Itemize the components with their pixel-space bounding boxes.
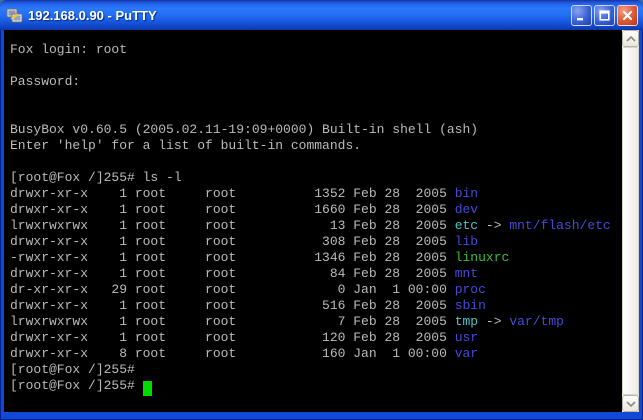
terminal-line: drwxr-xr-x 1 root root 1660 Feb 28 2005 … (10, 202, 622, 218)
terminal-line: -rwxr-xr-x 1 root root 1346 Feb 28 2005 … (10, 250, 622, 266)
terminal-text: drwxr-xr-x 1 root root 516 Feb 28 2005 (10, 298, 455, 313)
terminal-text: lib (454, 234, 479, 249)
terminal-text: [root@Fox /]255# (10, 362, 135, 377)
terminal-text: -> (478, 218, 510, 233)
terminal-text: etc (454, 218, 479, 233)
terminal-text: [root@Fox /]255# ls -l (10, 170, 182, 185)
maximize-button[interactable] (594, 4, 615, 26)
scroll-up-button[interactable] (622, 30, 639, 47)
terminal-line: dr-xr-xr-x 29 root root 0 Jan 1 00:00 pr… (10, 282, 622, 298)
window-title: 192.168.0.90 - PuTTY (28, 7, 157, 23)
close-button[interactable] (617, 4, 638, 26)
terminal-line: BusyBox v0.60.5 (2005.02.11-19:09+0000) … (10, 122, 622, 138)
terminal-text: -> (478, 314, 510, 329)
terminal-text: drwxr-xr-x 1 root root 120 Feb 28 2005 (10, 330, 455, 345)
terminal-line: drwxr-xr-x 1 root root 516 Feb 28 2005 s… (10, 298, 622, 314)
chevron-down-icon (625, 400, 636, 407)
maximize-icon (599, 9, 610, 21)
terminal-line: [root@Fox /]255# (10, 362, 622, 378)
terminal-line: lrwxrwxrwx 1 root root 13 Feb 28 2005 et… (10, 218, 622, 234)
terminal-line (10, 58, 622, 74)
close-icon (623, 10, 632, 20)
terminal-line: [root@Fox /]255# ls -l (10, 170, 622, 186)
terminal-text: drwxr-xr-x 1 root root 1352 Feb 28 2005 (10, 186, 455, 201)
terminal-text: var (454, 346, 479, 361)
terminal-line: Fox login: root (10, 42, 622, 58)
terminal-text: tmp (454, 314, 479, 329)
terminal-text: sbin (454, 298, 486, 313)
terminal-line: lrwxrwxrwx 1 root root 7 Feb 28 2005 tmp… (10, 314, 622, 330)
minimize-button[interactable] (571, 4, 592, 26)
terminal-line: Password: (10, 74, 622, 90)
terminal-line (10, 154, 622, 170)
terminal-text: usr (454, 330, 479, 345)
title-bar[interactable]: 192.168.0.90 - PuTTY (0, 0, 643, 30)
terminal-text: var/tmp (509, 314, 564, 329)
terminal-text: drwxr-xr-x 1 root root 1660 Feb 28 2005 (10, 202, 455, 217)
terminal-text: Enter 'help' for a list of built-in comm… (10, 138, 362, 153)
terminal-line: drwxr-xr-x 1 root root 120 Feb 28 2005 u… (10, 330, 622, 346)
terminal-screen[interactable]: Fox login: root Password: BusyBox v0.60.5 … (4, 30, 622, 412)
terminal-text: mnt (454, 266, 479, 281)
minimize-icon (577, 17, 583, 20)
terminal-cursor (142, 381, 152, 396)
scrollbar-track[interactable] (622, 47, 639, 395)
window-controls (571, 4, 638, 26)
chevron-up-icon (625, 35, 636, 42)
terminal-text: [root@Fox /]255# (10, 378, 143, 393)
window-body: Fox login: root Password: BusyBox v0.60.5 … (0, 30, 643, 416)
terminal-text: -rwxr-xr-x 1 root root 1346 Feb 28 2005 (10, 250, 455, 265)
scroll-down-button[interactable] (622, 395, 639, 412)
terminal-line: drwxr-xr-x 8 root root 160 Jan 1 00:00 v… (10, 346, 622, 362)
terminal-line (10, 106, 622, 122)
terminal-line: Enter 'help' for a list of built-in comm… (10, 138, 622, 154)
terminal-text: lrwxrwxrwx 1 root root 7 Feb 28 2005 (10, 314, 455, 329)
terminal-line: drwxr-xr-x 1 root root 308 Feb 28 2005 l… (10, 234, 622, 250)
putty-app-icon[interactable] (6, 7, 24, 25)
terminal-text: linuxrc (454, 250, 510, 265)
terminal-text: lrwxrwxrwx 1 root root 13 Feb 28 2005 (10, 218, 455, 233)
terminal-text: bin (454, 186, 479, 201)
terminal-text: proc (454, 282, 486, 297)
terminal-line: [root@Fox /]255# (10, 378, 622, 396)
terminal-text: drwxr-xr-x 1 root root 308 Feb 28 2005 (10, 234, 455, 249)
terminal-text: BusyBox v0.60.5 (2005.02.11-19:09+0000) … (10, 122, 479, 137)
terminal-text: Password: (10, 74, 81, 89)
terminal-text: dev (454, 202, 479, 217)
terminal-text: dr-xr-xr-x 29 root root 0 Jan 1 00:00 (10, 282, 455, 297)
terminal-text: Fox login: root (10, 42, 128, 57)
scrollbar[interactable] (622, 30, 639, 412)
terminal-line (10, 90, 622, 106)
terminal-line: drwxr-xr-x 1 root root 84 Feb 28 2005 mn… (10, 266, 622, 282)
terminal-text: drwxr-xr-x 1 root root 84 Feb 28 2005 (10, 266, 455, 281)
terminal-text: drwxr-xr-x 8 root root 160 Jan 1 00:00 (10, 346, 455, 361)
terminal-line: drwxr-xr-x 1 root root 1352 Feb 28 2005 … (10, 186, 622, 202)
scrollbar-thumb[interactable] (622, 47, 639, 395)
terminal-text: mnt/flash/etc (509, 218, 611, 233)
